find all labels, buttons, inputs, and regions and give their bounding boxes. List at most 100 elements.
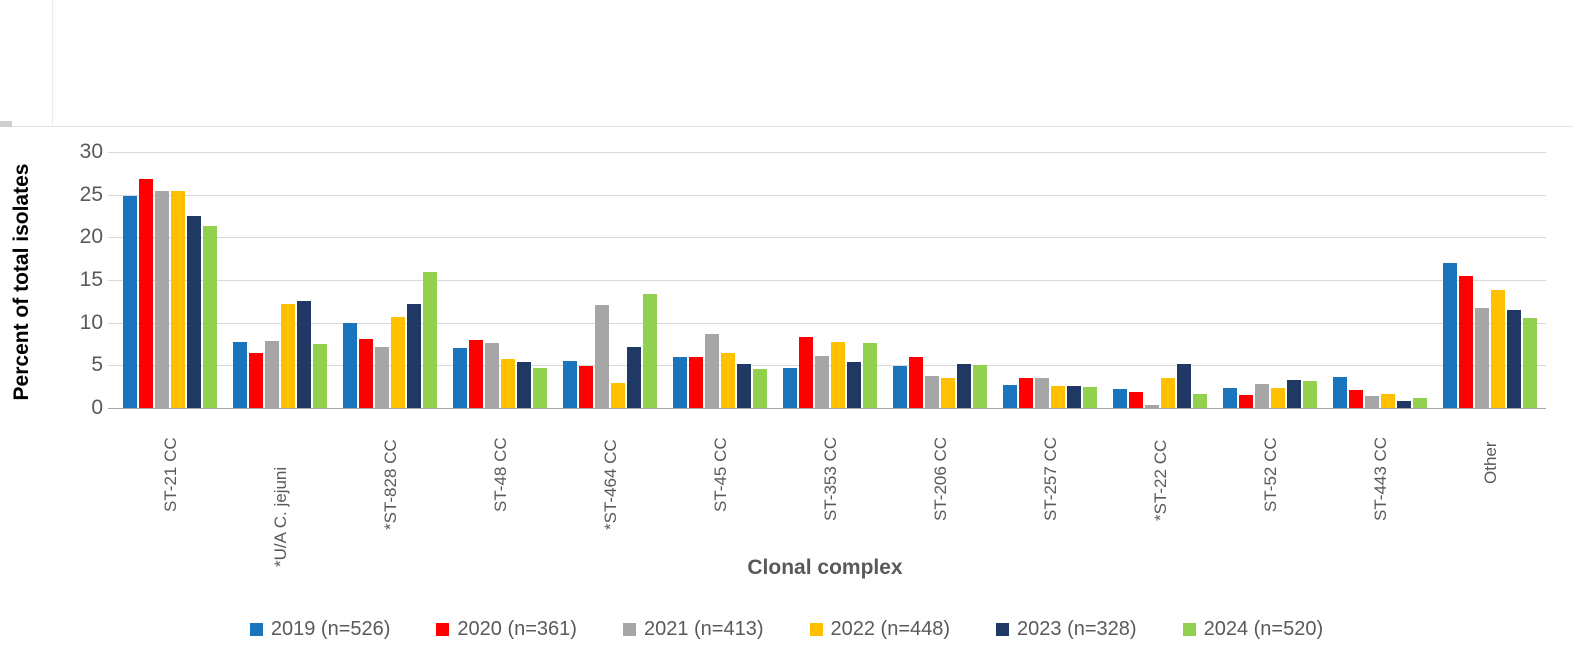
y-tick-label: 0	[91, 396, 103, 419]
bar	[1443, 262, 1457, 408]
bar	[391, 316, 405, 408]
y-tick-label: 30	[79, 140, 103, 163]
bar	[501, 359, 515, 408]
bar	[611, 383, 625, 408]
bar	[721, 352, 735, 408]
bar	[957, 364, 971, 408]
gridline-30	[108, 152, 1546, 153]
bar	[863, 343, 877, 408]
legend-swatch-icon	[436, 623, 450, 636]
bar	[1523, 318, 1537, 408]
bar	[249, 352, 263, 408]
legend-label: 2019 (n=526)	[270, 618, 391, 640]
bar	[1491, 290, 1505, 408]
bar	[187, 216, 201, 408]
bar	[973, 365, 987, 408]
legend-swatch-icon	[249, 623, 263, 636]
bar	[737, 363, 751, 408]
bar	[1349, 390, 1363, 408]
x-category-label: *ST-464 CC	[601, 439, 620, 530]
legend-label: 2022 (n=448)	[830, 618, 951, 640]
x-category-label: ST-52 CC	[1261, 436, 1280, 512]
gridline-10	[108, 322, 1546, 324]
legend-item: 2022 (n=448)	[809, 618, 951, 641]
page-edge-mark	[0, 121, 12, 127]
legend-item: 2024 (n=520)	[1182, 618, 1323, 641]
bar	[1365, 396, 1379, 408]
bar	[1083, 386, 1097, 408]
bar	[673, 356, 687, 408]
legend-item: 2023 (n=328)	[996, 618, 1137, 641]
y-tick-label: 5	[91, 353, 103, 377]
bar-group-12	[1333, 152, 1427, 408]
bar-group-2	[233, 152, 327, 408]
bar	[1239, 395, 1253, 408]
bar	[1161, 378, 1175, 408]
bar	[1333, 377, 1347, 408]
bar	[1475, 308, 1489, 408]
bar	[485, 343, 499, 408]
legend-item: 2020 (n=361)	[436, 618, 577, 641]
bar-group-9	[1003, 152, 1097, 408]
bar	[1035, 378, 1049, 408]
bar	[799, 337, 813, 408]
bar	[123, 195, 137, 408]
x-category-label: *ST-828 CC	[381, 439, 400, 530]
bar-group-6	[673, 152, 767, 408]
legend-swatch-icon	[622, 623, 636, 636]
bar	[705, 333, 719, 408]
legend-item: 2021 (n=413)	[622, 618, 764, 641]
bar	[595, 304, 609, 408]
legend-item: 2019 (n=526)	[249, 618, 391, 641]
bar	[453, 348, 467, 408]
x-category-label: ST-443 CC	[1371, 436, 1390, 521]
x-category-label: ST-45 CC	[711, 436, 730, 512]
bar	[925, 375, 939, 408]
legend-swatch-icon	[996, 623, 1010, 636]
bar	[359, 338, 373, 408]
bar	[579, 366, 593, 408]
x-category-label: ST-21 CC	[161, 436, 180, 512]
bar	[265, 340, 279, 408]
bar	[847, 361, 861, 408]
bar	[1193, 394, 1207, 408]
y-tick-label: 10	[79, 310, 103, 334]
bar-group-7	[783, 152, 877, 408]
bar	[1177, 364, 1191, 408]
bar	[1255, 384, 1269, 408]
bar	[563, 361, 577, 408]
bar	[1019, 378, 1033, 408]
bar	[1397, 401, 1411, 408]
bar	[1129, 391, 1143, 408]
gridline-0	[108, 408, 1546, 409]
bar	[1223, 388, 1237, 408]
bar	[627, 346, 641, 408]
bar	[1287, 379, 1301, 408]
bar	[423, 272, 437, 408]
bar-group-13	[1443, 152, 1537, 408]
bar	[783, 367, 797, 408]
bar	[1145, 404, 1159, 408]
bar	[689, 356, 703, 408]
x-axis-title: Clonal complex	[747, 556, 903, 579]
bar	[155, 191, 169, 408]
bar	[171, 191, 185, 408]
legend-label: 2020 (n=361)	[457, 618, 577, 640]
bar	[1067, 385, 1081, 408]
x-category-label: ST-257 CC	[1041, 436, 1060, 521]
bar	[1381, 394, 1395, 408]
x-category-label: *ST-22 CC	[1151, 439, 1170, 521]
gridline-25	[108, 194, 1546, 196]
y-axis-title: Percent of total isolates	[10, 163, 33, 401]
legend-label: 2021 (n=413)	[643, 618, 764, 640]
bar	[941, 378, 955, 408]
bar-group-10	[1113, 152, 1207, 408]
x-category-label: ST-353 CC	[821, 436, 840, 521]
bar	[815, 355, 829, 408]
bar	[1303, 380, 1317, 408]
y-tick-label: 25	[79, 182, 103, 206]
bar	[297, 301, 311, 408]
y-tick-label: 15	[79, 268, 103, 291]
x-category-label: ST-206 CC	[931, 436, 950, 521]
